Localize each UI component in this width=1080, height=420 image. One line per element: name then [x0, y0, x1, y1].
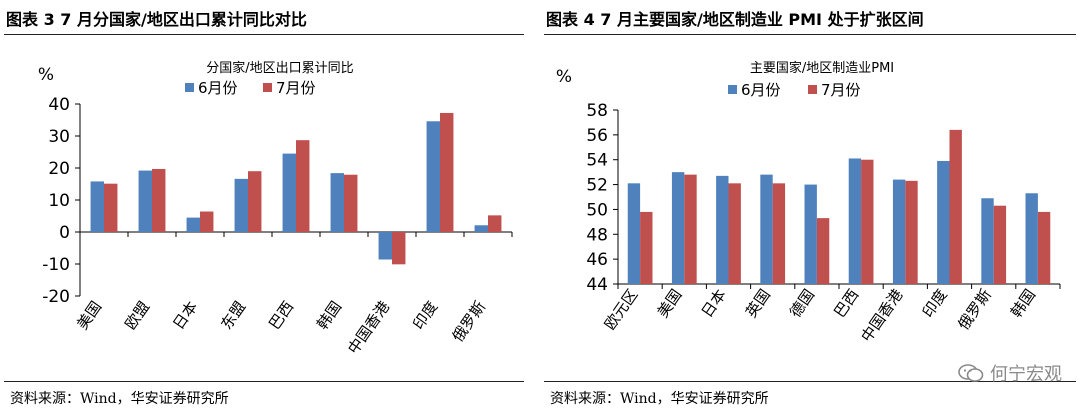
wechat-icon — [958, 364, 984, 382]
bar-jul — [1037, 211, 1051, 284]
bar-jul — [488, 215, 502, 232]
bar-jul — [640, 211, 653, 284]
bar-jun — [848, 158, 862, 284]
bar-jun — [138, 170, 152, 232]
category-label: 日本 — [698, 286, 730, 321]
y-tick-label: 48 — [586, 225, 608, 245]
y-tick-label: 46 — [586, 250, 608, 270]
bar-jun — [981, 198, 994, 284]
bar-jul — [392, 232, 406, 265]
category-label: 日本 — [169, 298, 201, 333]
legend-swatch-2 — [263, 83, 272, 92]
category-label: 英国 — [742, 286, 774, 321]
bar-jun — [671, 172, 685, 284]
bar-jun — [1025, 193, 1038, 284]
source-rule — [544, 381, 1076, 382]
category-label: 中国香港 — [344, 298, 393, 357]
bar-jul — [772, 183, 786, 284]
legend-label-2: 7月份 — [821, 81, 861, 99]
bar-jul — [993, 205, 1007, 284]
y-tick-label: 44 — [586, 275, 608, 295]
y-tick-label: 56 — [586, 126, 608, 146]
source-note: 资料来源：Wind，华安证券研究所 — [550, 391, 769, 407]
category-label: 东盟 — [217, 298, 249, 333]
bar-jul — [861, 159, 874, 284]
bar-jun — [627, 183, 641, 284]
bar-jul — [684, 174, 697, 284]
bar-jun — [892, 179, 906, 284]
category-label: 德国 — [786, 286, 818, 321]
bar-jul — [200, 211, 214, 232]
bar-jun — [804, 184, 817, 284]
category-label: 印度 — [409, 298, 441, 333]
bar-jul — [152, 168, 166, 232]
bar-jun — [716, 175, 729, 284]
legend-swatch-2 — [808, 85, 817, 94]
y-tick-label: 58 — [586, 101, 608, 121]
source-note: 资料来源：Wind，华安证券研究所 — [10, 391, 229, 407]
bar-jul — [344, 174, 358, 232]
legend-swatch-1 — [728, 85, 737, 94]
y-tick-label: 40 — [48, 95, 70, 115]
bar-jul — [816, 218, 830, 284]
y-tick-label: -20 — [42, 287, 70, 307]
bar-jun — [282, 153, 296, 232]
y-axis-label: % — [556, 67, 572, 87]
category-label: 俄罗斯 — [954, 286, 995, 333]
watermark-text: 何宁宏观 — [990, 364, 1062, 385]
bar-jun — [90, 181, 104, 232]
category-label: 韩国 — [1007, 286, 1039, 321]
category-label: 美国 — [654, 286, 686, 321]
legend-label-1: 6月份 — [198, 79, 238, 97]
chart-title: 分国家/地区出口累计同比 — [206, 60, 353, 76]
bar-jul — [104, 183, 118, 232]
legend-label-2: 7月份 — [276, 79, 316, 97]
title-rule — [544, 34, 1076, 35]
bar-jul — [296, 140, 310, 232]
right-figure-panel: 图表 4 7 月主要国家/地区制造业 PMI 处于扩张区间 主要国家/地区制造业… — [540, 0, 1080, 420]
category-label: 俄罗斯 — [449, 298, 490, 345]
bar-jun — [760, 174, 773, 284]
bar-jun — [186, 217, 200, 232]
figure-title: 图表 4 7 月主要国家/地区制造业 PMI 处于扩张区间 — [546, 10, 924, 29]
bar-jun — [937, 160, 950, 284]
y-tick-label: 54 — [586, 151, 608, 171]
y-axis-label: % — [38, 65, 54, 85]
bar-jun — [234, 178, 248, 232]
y-tick-label: 30 — [48, 127, 70, 147]
figure-title: 图表 3 7 月分国家/地区出口累计同比对比 — [6, 10, 307, 29]
bar-jun — [474, 225, 488, 232]
bar-jul — [248, 171, 262, 232]
bar-jul — [949, 129, 962, 284]
y-tick-label: 52 — [586, 176, 608, 196]
export-growth-chart: 分国家/地区出口累计同比% 6月份 7月份 -20 -10 0 10 20 30 40 美国 欧盟 日本… — [38, 60, 513, 357]
left-figure-panel: 图表 3 7 月分国家/地区出口累计同比对比 分国家/地区出口累计同比% 6月份 7… — [0, 0, 528, 420]
category-label: 巴西 — [830, 286, 862, 321]
bar-jul — [440, 112, 454, 232]
bar-jun — [330, 173, 344, 232]
category-label: 美国 — [73, 298, 105, 333]
category-label: 欧盟 — [121, 298, 153, 333]
category-label: 巴西 — [265, 298, 297, 333]
y-tick-label: 50 — [586, 200, 608, 220]
bar-jun — [378, 232, 392, 260]
legend-swatch-1 — [185, 83, 194, 92]
y-tick-label: 0 — [59, 223, 70, 243]
source-rule — [4, 381, 524, 382]
bar-jul — [728, 183, 741, 284]
bar-jun — [426, 121, 440, 232]
watermark: 何宁宏观 — [958, 360, 1062, 386]
category-label: 中国香港 — [857, 286, 906, 345]
title-rule — [4, 34, 524, 35]
y-tick-label: 10 — [48, 191, 70, 211]
pmi-chart: 主要国家/地区制造业PMI%6月份 7月份4446485052545658欧元区美… — [556, 60, 1061, 345]
y-tick-label: 20 — [48, 159, 70, 179]
y-tick-label: -10 — [42, 255, 70, 275]
legend-label-1: 6月份 — [741, 81, 781, 99]
category-label: 韩国 — [313, 298, 345, 333]
chart-title: 主要国家/地区制造业PMI — [750, 60, 894, 76]
bar-jul — [905, 180, 918, 284]
category-label: 印度 — [919, 286, 951, 321]
